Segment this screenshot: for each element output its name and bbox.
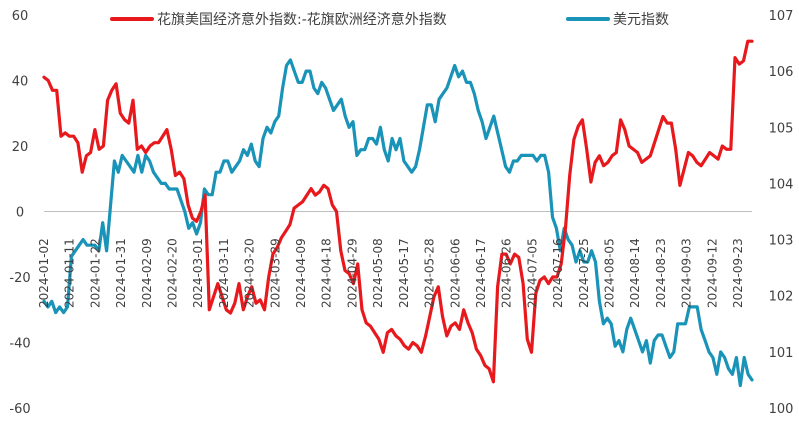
x-tick-label: 2024-06-17 <box>474 238 488 308</box>
y-right-tick-label: 106 <box>769 65 794 80</box>
x-tick-label: 2024-02-09 <box>140 238 154 308</box>
y-left-tick-label: -60 <box>9 402 30 417</box>
x-tick-label: 2024-04-29 <box>345 238 359 308</box>
x-tick-label: 2024-06-06 <box>448 238 462 308</box>
y-right-tick-label: 104 <box>769 177 794 192</box>
x-tick-label: 2024-03-01 <box>191 238 205 308</box>
series-line-us-minus-eu-surprise <box>42 39 754 384</box>
x-tick-label: 2024-01-22 <box>88 238 102 308</box>
y-right-tick-label: 103 <box>769 234 794 249</box>
x-tick-label: 2024-04-09 <box>294 238 308 308</box>
series-line-dollar-index <box>42 58 754 388</box>
x-tick-label: 2024-03-29 <box>268 238 282 308</box>
legend: 花旗美国经济意外指数:-花旗欧洲经济意外指数 美元指数 <box>110 11 669 28</box>
x-tick-label: 2024-06-26 <box>500 238 514 308</box>
y-axis-right: 107 106 105 104 103 102 101 100 <box>769 9 794 417</box>
y-right-tick-label: 100 <box>769 402 794 417</box>
legend-label-diff: 花旗美国经济意外指数:-花旗欧洲经济意外指数 <box>157 11 447 28</box>
x-tick-label: 2024-08-23 <box>654 238 668 308</box>
y-right-tick-label: 105 <box>769 121 794 136</box>
y-left-tick-label: -40 <box>9 337 30 352</box>
y-axis-left: 60 40 20 0 -20 -40 -60 <box>9 9 30 417</box>
x-tick-label: 2024-03-11 <box>217 238 231 308</box>
y-left-tick-label: 20 <box>12 140 29 155</box>
x-axis: 2024-01-02 2024-01-11 2024-01-22 2024-01-31… <box>37 238 745 308</box>
y-left-tick-label: 0 <box>16 206 24 221</box>
y-right-tick-label: 107 <box>769 9 794 24</box>
x-tick-label: 2024-01-02 <box>37 238 51 308</box>
x-tick-label: 2024-02-20 <box>166 238 180 308</box>
x-tick-label: 2024-07-05 <box>525 238 539 308</box>
x-tick-label: 2024-09-23 <box>731 238 745 308</box>
x-tick-label: 2024-05-28 <box>423 238 437 308</box>
y-left-tick-label: 40 <box>12 75 29 90</box>
x-tick-label: 2024-04-18 <box>320 238 334 308</box>
y-left-tick-label: 60 <box>12 9 29 24</box>
x-tick-label: 2024-08-14 <box>628 238 642 308</box>
x-tick-label: 2024-05-08 <box>371 238 385 308</box>
x-tick-label: 2024-09-12 <box>705 238 719 308</box>
y-right-tick-label: 101 <box>769 346 794 361</box>
y-right-tick-label: 102 <box>769 290 794 305</box>
y-left-tick-label: -20 <box>9 271 30 286</box>
legend-label-usd: 美元指数 <box>613 12 669 28</box>
x-tick-label: 2024-05-17 <box>397 238 411 308</box>
x-tick-label: 2024-03-20 <box>243 238 257 308</box>
x-tick-label: 2024-07-25 <box>577 238 591 308</box>
x-tick-label: 2024-01-11 <box>63 238 77 308</box>
x-tick-label: 2024-08-05 <box>603 238 617 308</box>
x-tick-label: 2024-07-16 <box>551 238 565 308</box>
x-tick-label: 2024-01-31 <box>114 238 128 308</box>
x-tick-label: 2024-09-03 <box>680 238 694 308</box>
